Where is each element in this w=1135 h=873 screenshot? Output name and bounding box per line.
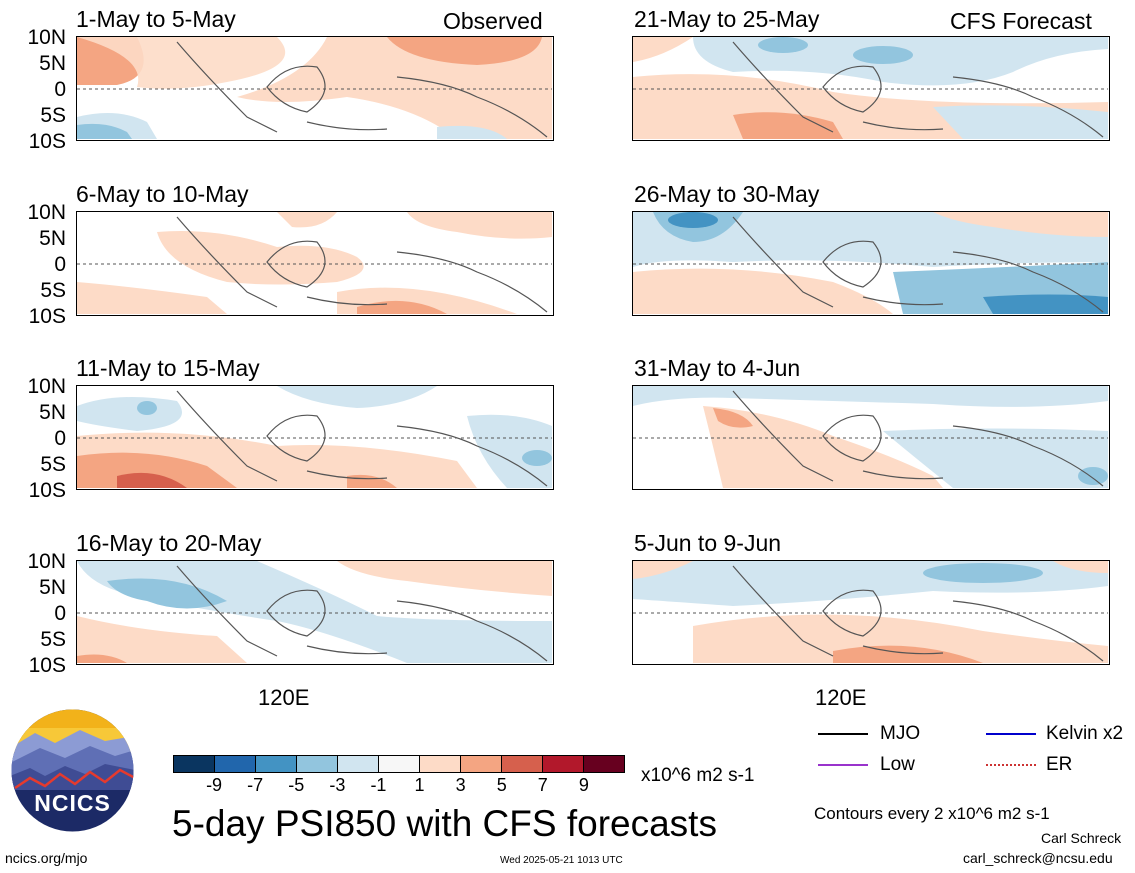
colorbar-swatch [255, 756, 296, 772]
map-panel-3 [76, 385, 554, 490]
map-panel-6 [632, 211, 1110, 316]
colorbar-swatch [214, 756, 255, 772]
colorbar-swatch [501, 756, 542, 772]
lat-label: 5S [40, 104, 66, 127]
lat-label: 5N [39, 576, 66, 599]
lat-label: 0 [54, 427, 66, 450]
website-link[interactable]: ncics.org/mjo [5, 850, 88, 866]
low-line-swatch [818, 764, 868, 766]
lat-label: 5N [39, 52, 66, 75]
contours-note: Contours every 2 x10^6 m2 s-1 [814, 804, 1050, 823]
map-panel-8 [632, 560, 1110, 665]
timestamp: Wed 2025-05-21 1013 UTC [500, 855, 623, 866]
panel-tag: CFS Forecast [950, 8, 1092, 34]
lat-label: 10S [28, 654, 66, 677]
er-line-swatch [986, 764, 1036, 766]
colorbar-tick-label: -9 [206, 775, 223, 795]
lat-label: 5N [39, 227, 66, 250]
colorbar-swatch [337, 756, 378, 772]
lat-label: 10S [28, 130, 66, 153]
email: carl_schreck@ncsu.edu [963, 850, 1113, 866]
map-panel-2 [76, 211, 554, 316]
map-panel-1 [76, 36, 554, 141]
lat-label: 5S [40, 279, 66, 302]
map-panel-4 [76, 560, 554, 665]
colorbar-swatches [173, 755, 625, 773]
lat-label: 0 [54, 253, 66, 276]
legend-mjo: MJO [880, 723, 921, 744]
ncics-logo: NCICS [10, 708, 135, 833]
lat-label: 0 [54, 602, 66, 625]
colorbar-tick-label: -1 [370, 775, 387, 795]
lat-label: 5S [40, 628, 66, 651]
colorbar-tick-label: 9 [578, 775, 589, 795]
panel-tag: Observed [443, 8, 543, 34]
colorbar-swatch [583, 756, 624, 772]
main-title: 5-day PSI850 with CFS forecasts [172, 803, 717, 844]
lon-label-left: 120E [258, 685, 310, 710]
lat-label: 0 [54, 78, 66, 101]
lat-label: 10N [27, 201, 66, 224]
colorbar-tick-label: -5 [288, 775, 305, 795]
panel-title: 1-May to 5-May [76, 6, 236, 32]
colorbar-tick-label: -3 [329, 775, 346, 795]
legend-low: Low [880, 754, 915, 775]
map-panel-5 [632, 36, 1110, 141]
panel-title: 26-May to 30-May [634, 181, 820, 207]
mjo-line-swatch [818, 733, 868, 735]
panel-title: 16-May to 20-May [76, 530, 262, 556]
colorbar-swatch [419, 756, 460, 772]
colorbar-units: x10^6 m2 s-1 [641, 765, 755, 786]
legend-er: ER [1046, 754, 1073, 775]
legend-kelvin: Kelvin x2 [1046, 723, 1124, 744]
author: Carl Schreck [1041, 830, 1122, 846]
colorbar-tick-label: 1 [414, 775, 425, 795]
colorbar-tick-label: -7 [247, 775, 264, 795]
panel-title: 21-May to 25-May [634, 6, 820, 32]
colorbar-swatch [460, 756, 501, 772]
colorbar-tick-label: 3 [455, 775, 466, 795]
lat-label: 10S [28, 479, 66, 502]
lat-label: 10N [27, 26, 66, 49]
colorbar-tick-label: 5 [496, 775, 507, 795]
lon-label-right: 120E [815, 685, 867, 710]
panel-title: 11-May to 15-May [76, 355, 260, 381]
lat-label: 10S [28, 305, 66, 328]
panel-title: 31-May to 4-Jun [634, 355, 801, 381]
map-panel-7 [632, 385, 1110, 490]
kelvin-line-swatch [986, 733, 1036, 735]
colorbar-tick-label: 7 [537, 775, 548, 795]
lat-label: 10N [27, 375, 66, 398]
panel-title: 6-May to 10-May [76, 181, 249, 207]
lat-label: 10N [27, 550, 66, 573]
svg-text:NCICS: NCICS [34, 790, 111, 816]
lat-label: 5N [39, 401, 66, 424]
colorbar-swatch [296, 756, 337, 772]
lat-label: 5S [40, 453, 66, 476]
colorbar-swatch [174, 756, 214, 772]
colorbar-swatch [542, 756, 583, 772]
panel-title: 5-Jun to 9-Jun [634, 530, 782, 556]
colorbar-swatch [378, 756, 419, 772]
